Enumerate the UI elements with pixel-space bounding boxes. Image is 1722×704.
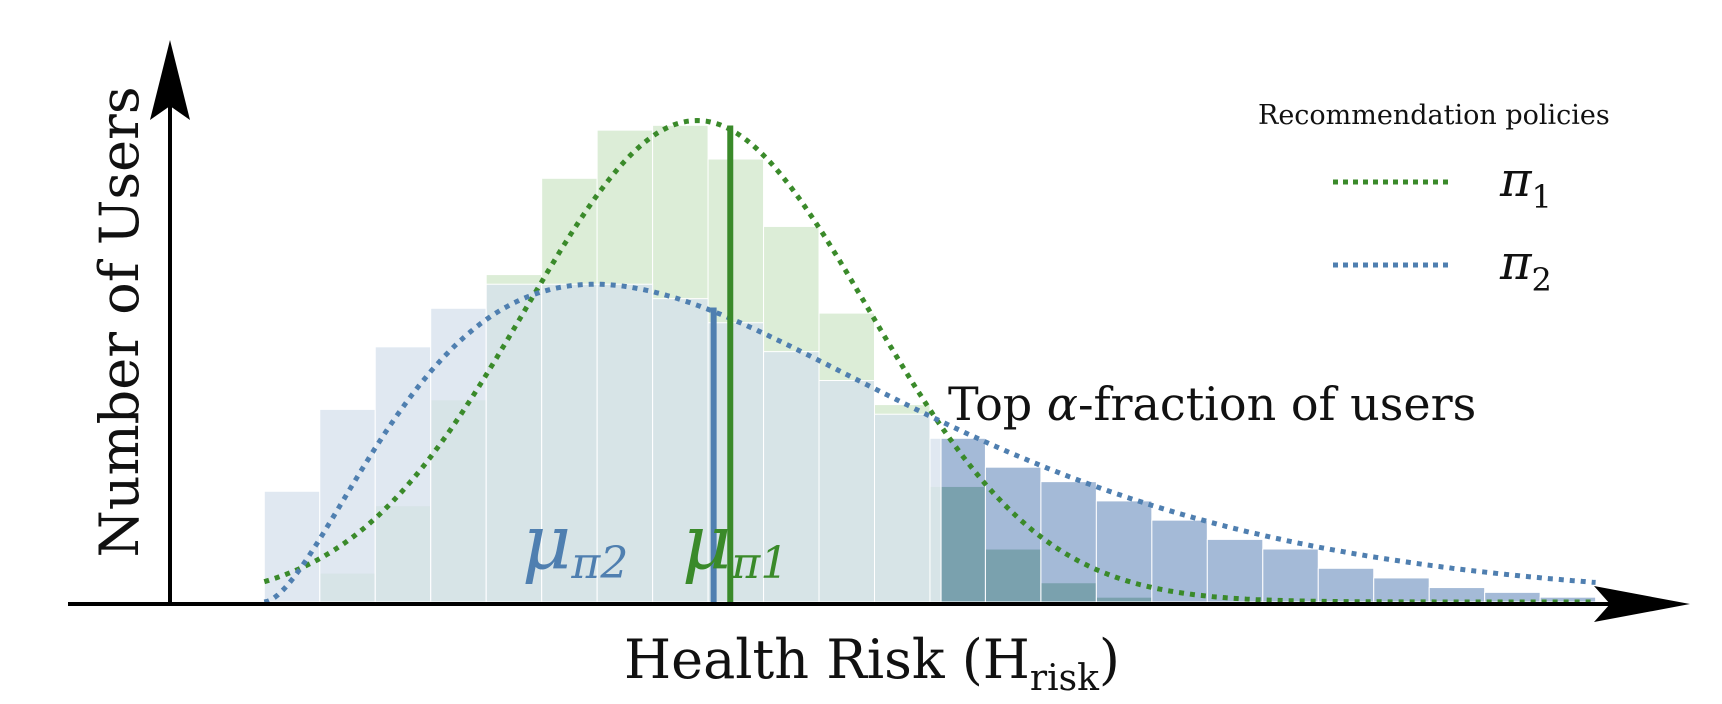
top-fraction-annotation: Top α-fraction of users [948,377,1476,431]
x-axis-arrowhead [1594,586,1690,622]
density-curve-pi1 [263,117,1596,605]
bar-top-fraction [1206,538,1264,603]
density-curves [263,117,1596,605]
bar [929,437,942,603]
histogram-bars [263,124,1597,603]
bar [374,346,432,603]
y-axis-label: Number of Users [88,86,151,557]
legend: Recommendation policies π1 π2 [1258,100,1610,299]
bar [652,298,709,603]
legend-entry-pi1: π1 [1333,152,1552,216]
legend-entry-pi2: π2 [1333,235,1552,299]
legend-label-pi2: π2 [1499,235,1552,299]
legend-label-pi1: π1 [1499,152,1552,216]
bar-top-fraction [1095,500,1153,603]
x-axis-label: Health Risk (Hrisk) [624,628,1120,699]
legend-title: Recommendation policies [1258,100,1610,131]
density-curve-pi2 [263,281,1596,605]
bar [873,413,931,603]
y-axis-arrowhead [150,40,190,120]
bar [319,408,376,603]
bar-top-fraction [1262,548,1319,603]
bar [818,380,875,603]
bar [763,351,820,603]
bar [263,490,321,603]
mean-label-pi2: μπ2 [522,497,628,589]
bar-top-fraction [1317,567,1375,603]
bars-pi2 [263,283,1597,603]
mean-label-pi1: μπ1 [682,497,788,589]
bar-top-fraction [1373,577,1430,603]
bar [596,283,654,603]
mean-lines [710,125,734,602]
bar [485,283,543,603]
bar [430,307,487,603]
bar-top-fraction [984,466,1042,603]
bar-top-fraction [940,437,986,603]
bar [541,283,598,603]
axes [68,40,1690,622]
